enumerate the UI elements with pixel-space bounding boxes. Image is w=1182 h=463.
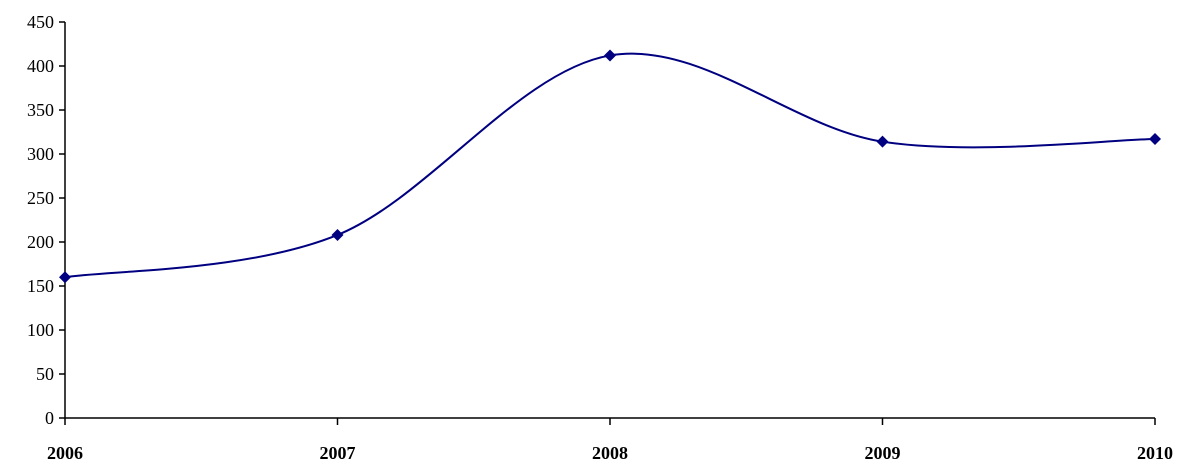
data-point-marker — [331, 228, 344, 241]
series-line — [64, 52, 1156, 279]
x-tick-label: 2007 — [320, 443, 356, 463]
x-tick-label: 2010 — [1137, 443, 1173, 463]
y-axis: 0 50 100 150 200 250 300 350 400 450 — [27, 12, 66, 428]
y-tick-label: 450 — [27, 12, 54, 32]
x-axis: 2006 2007 2008 2009 2010 — [47, 417, 1173, 463]
data-point-marker — [876, 135, 889, 148]
data-point-marker — [1149, 133, 1161, 146]
y-tick-label: 400 — [27, 56, 54, 76]
y-tick-label: 100 — [27, 320, 54, 340]
series-group — [64, 52, 1156, 279]
x-tick-label: 2006 — [47, 443, 83, 463]
y-tick-label: 150 — [27, 276, 54, 296]
x-tick-label: 2008 — [592, 443, 628, 463]
y-tick-label: 200 — [27, 232, 54, 252]
y-tick-label: 50 — [36, 364, 54, 384]
x-tick-label: 2009 — [865, 443, 901, 463]
y-tick-label: 0 — [45, 408, 54, 428]
marker-group — [59, 49, 1161, 284]
y-tick-label: 250 — [27, 188, 54, 208]
data-point-marker — [604, 49, 616, 62]
y-tick-label: 350 — [27, 100, 54, 120]
y-tick-label: 300 — [27, 144, 54, 164]
data-point-marker — [59, 271, 71, 284]
